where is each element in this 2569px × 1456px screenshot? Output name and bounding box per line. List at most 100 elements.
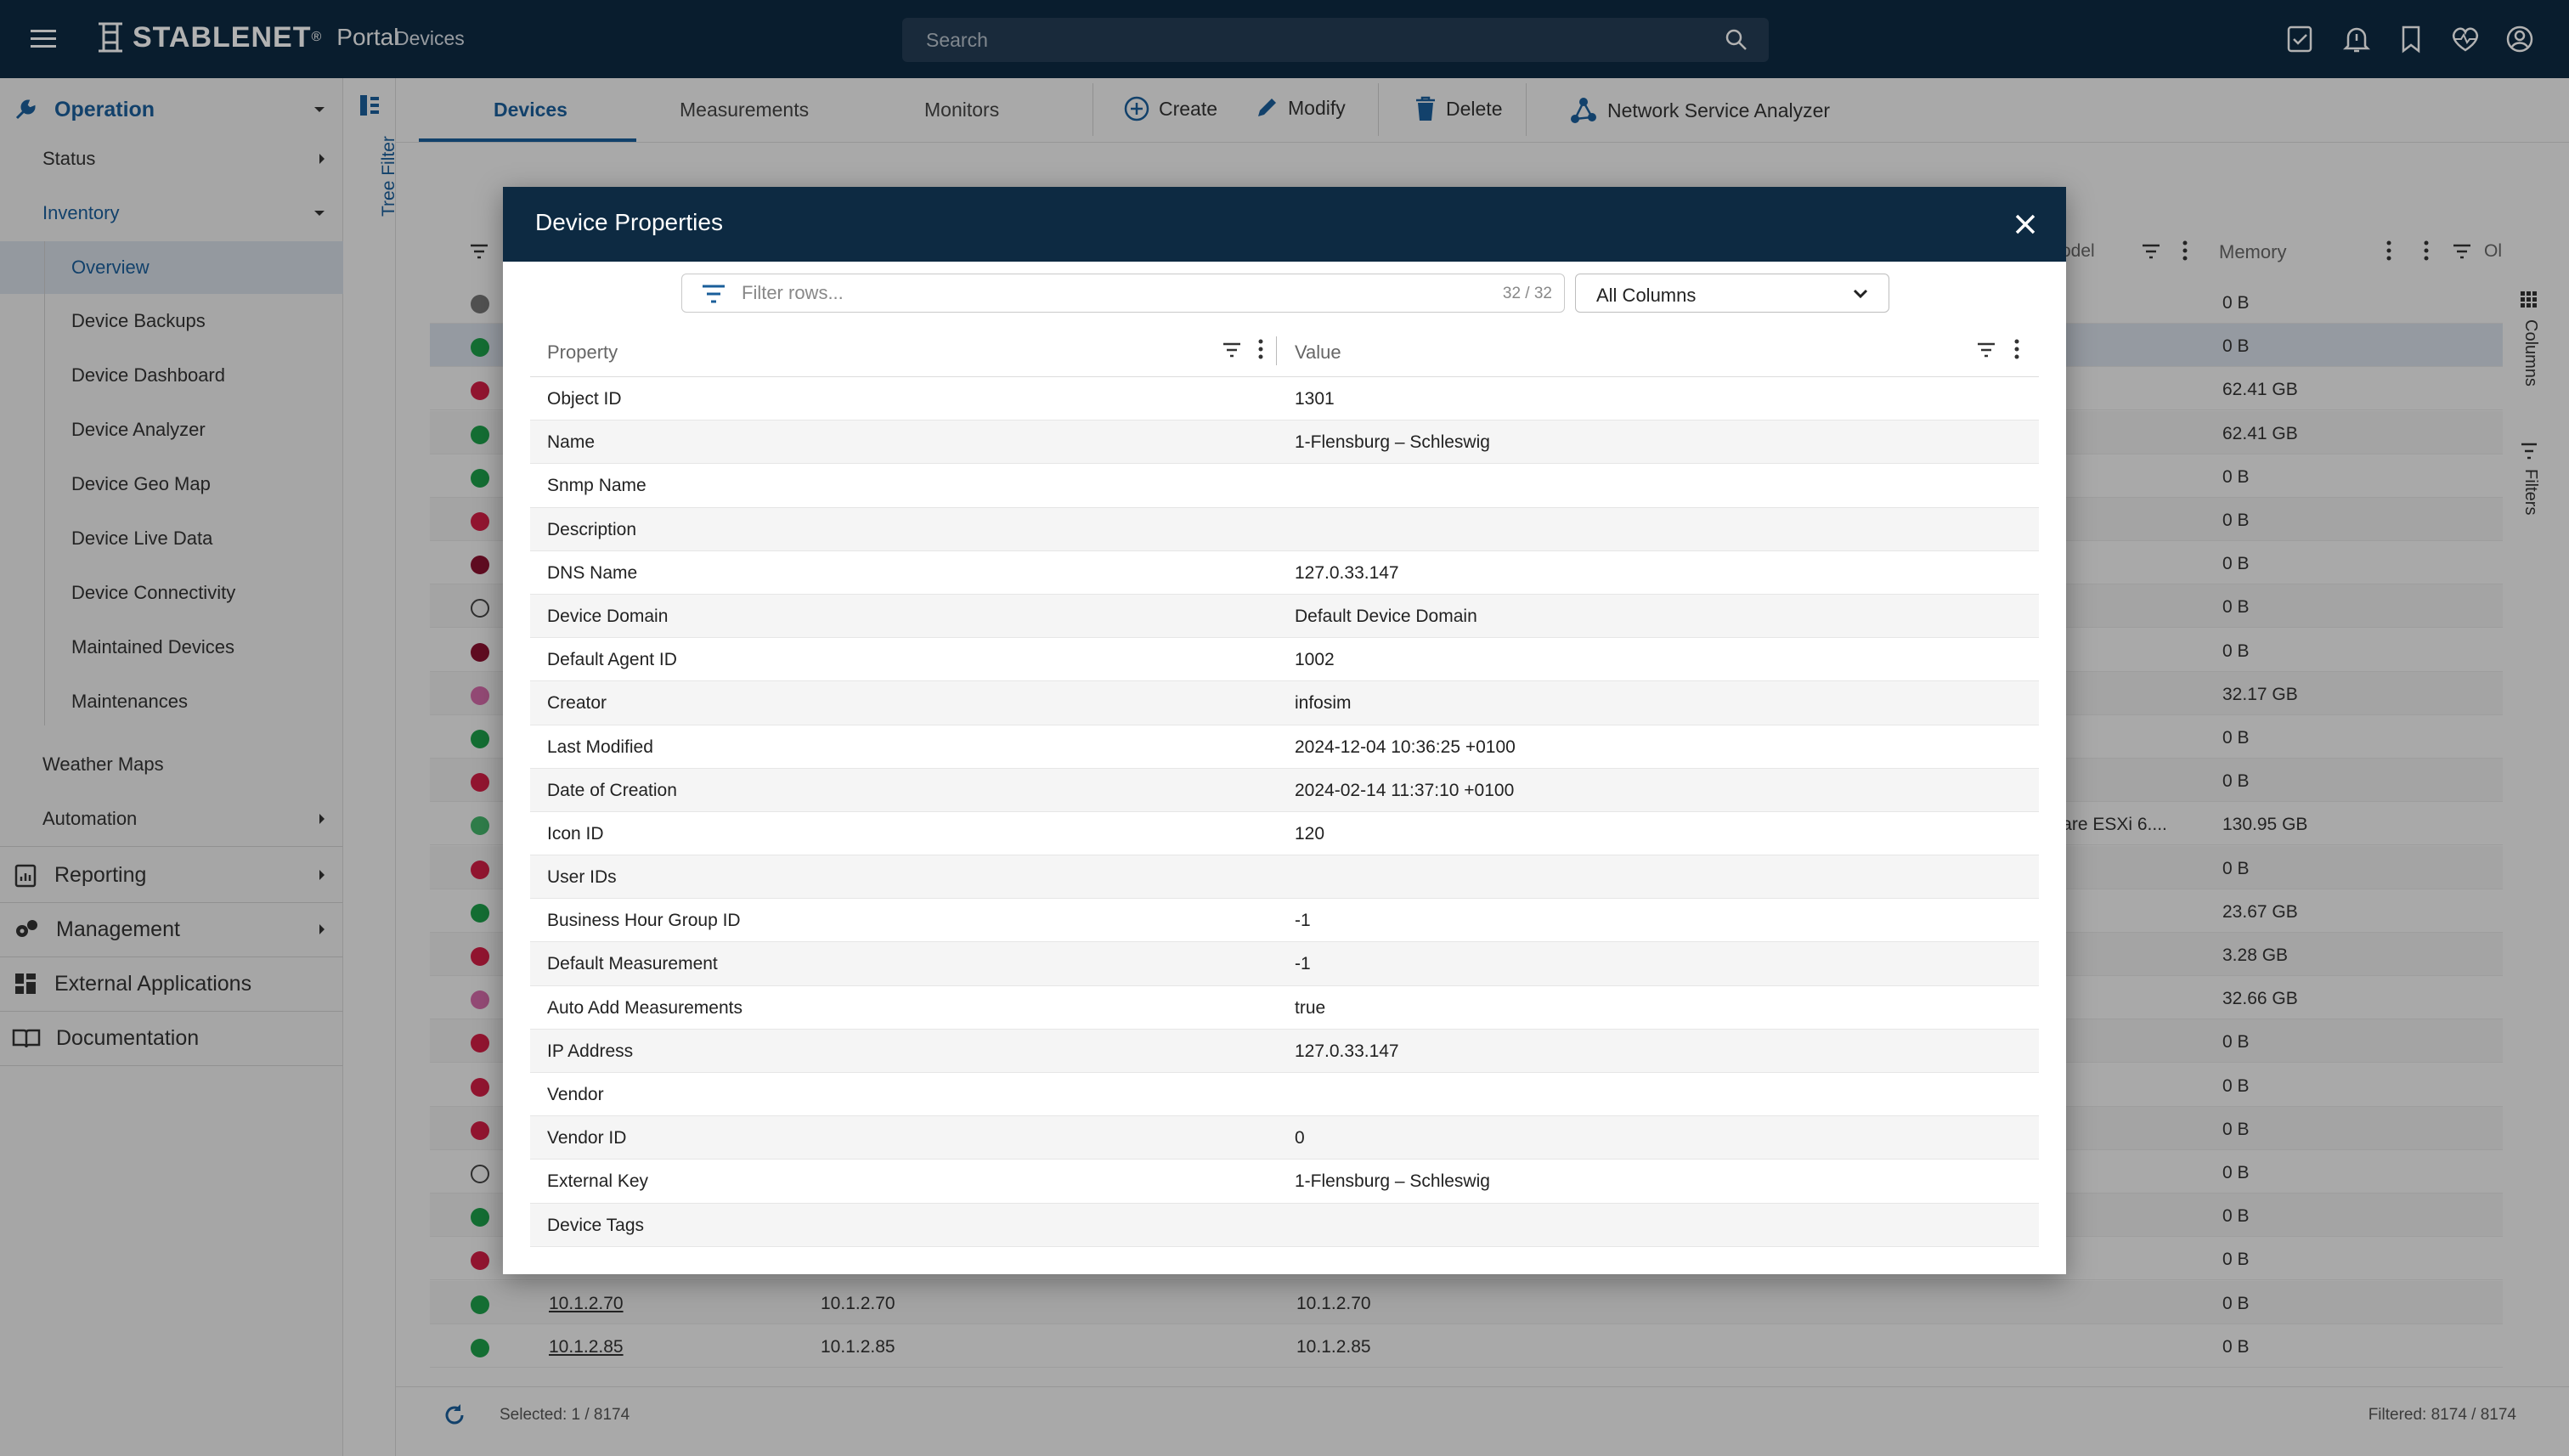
property-row[interactable]: Device Tags [530,1203,2039,1247]
property-row[interactable]: Icon ID 120 [530,812,2039,856]
status-indicator-icon [471,1251,489,1271]
tab-measurements[interactable]: Measurements [680,99,810,121]
property-row[interactable]: Auto Add Measurements true [530,986,2039,1030]
sidebar-item-device-connectivity[interactable]: Device Connectivity [0,569,343,617]
property-value: true [1295,997,1326,1018]
sidebar-item-device-live-data[interactable]: Device Live Data [0,515,343,562]
refresh-icon[interactable] [442,1402,467,1428]
property-row[interactable]: IP Address 127.0.33.147 [530,1029,2039,1073]
column-select-dropdown[interactable]: All Columns [1575,274,1889,313]
tree-filter-bar[interactable] [343,78,396,1456]
column-header-model[interactable]: odel [2061,241,2095,261]
modify-button[interactable]: Modify [1254,95,1346,121]
table-row[interactable]: 0 B [430,1237,2503,1281]
column-header-memory[interactable]: Memory [2219,241,2287,262]
column-menu-icon[interactable] [2013,338,2020,360]
network-service-analyzer-button[interactable]: Network Service Analyzer [1568,95,1830,126]
property-row[interactable]: Last Modified 2024-12-04 10:36:25 +0100 [530,725,2039,769]
tab-monitors[interactable]: Monitors [924,99,1000,121]
health-heart-icon[interactable] [2448,22,2482,56]
filter-icon[interactable] [2452,243,2472,260]
property-row[interactable]: Vendor ID 0 [530,1116,2039,1160]
user-account-icon[interactable] [2503,22,2537,56]
main-toolbar: Devices Measurements Monitors Create Mod… [396,78,2569,143]
sidebar-item-operation[interactable]: Operation [0,88,343,131]
column-menu-icon[interactable] [2423,240,2430,262]
close-icon[interactable] [2010,209,2041,240]
property-value: Default Device Domain [1295,606,1477,626]
grid-footer: Selected: 1 / 8174 Filtered: 8174 / 8174 [396,1386,2569,1456]
tab-devices[interactable]: Devices [494,99,567,121]
property-row[interactable]: Business Hour Group ID -1 [530,899,2039,943]
column-menu-icon[interactable] [2182,240,2188,262]
column-menu-icon[interactable] [2386,240,2392,262]
sidebar-item-weather-maps[interactable]: Weather Maps [0,741,343,788]
property-value: -1 [1295,911,1311,931]
sidebar-item-inventory[interactable]: Inventory [0,192,343,234]
cell-memory: 0 B [2222,554,2250,574]
property-row[interactable]: User IDs [530,855,2039,900]
sidebar-item-overview[interactable]: Overview [0,241,343,294]
sidebar-item-maintained-devices[interactable]: Maintained Devices [0,624,343,671]
status-indicator-icon [471,1077,489,1097]
column-header-property[interactable]: Property [547,341,618,363]
column-menu-icon[interactable] [1257,338,1264,360]
property-row[interactable]: Object ID 1301 [530,377,2039,421]
column-header-other[interactable]: Ol [2484,241,2502,261]
tree-filter-icon[interactable] [359,93,381,117]
property-row[interactable]: Device Domain Default Device Domain [530,594,2039,639]
cell-name: 10.1.2.85 [549,1336,624,1357]
sidebar-item-maintenances[interactable]: Maintenances [0,678,343,725]
property-row[interactable]: Vendor [530,1073,2039,1117]
column-header-value[interactable]: Value [1295,341,1341,363]
cell-memory: 3.28 GB [2222,945,2289,965]
filter-icon[interactable] [469,243,489,260]
table-row[interactable]: 10.1.2.70 10.1.2.70 10.1.2.70 0 B [430,1280,2503,1324]
alarm-bell-icon[interactable] [2340,22,2374,56]
property-row[interactable]: Creator infosim [530,681,2039,725]
sidebar-item-documentation[interactable]: Documentation [0,1013,343,1064]
filter-icon[interactable] [2141,243,2161,260]
divider [0,846,343,847]
sidebar-item-reporting[interactable]: Reporting [0,849,343,900]
sidebar-item-automation[interactable]: Automation [0,795,343,843]
sidebar-item-device-dashboard[interactable]: Device Dashboard [0,352,343,399]
create-button[interactable]: Create [1123,95,1217,122]
property-row[interactable]: Default Agent ID 1002 [530,638,2039,682]
sidebar-item-status[interactable]: Status [0,138,343,180]
chevron-down-icon [314,107,325,112]
status-indicator-icon [471,1338,489,1357]
sidebar-item-device-geo-map[interactable]: Device Geo Map [0,460,343,508]
status-indicator-icon [471,642,489,662]
sidebar-item-device-analyzer[interactable]: Device Analyzer [0,406,343,454]
property-row[interactable]: Date of Creation 2024-02-14 11:37:10 +010… [530,768,2039,812]
sidebar-item-device-backups[interactable]: Device Backups [0,297,343,345]
dialog-title: Device Properties [535,209,723,235]
filter-icon[interactable] [1222,341,1242,358]
property-row[interactable]: Snmp Name [530,464,2039,508]
filter-icon[interactable] [1976,341,1996,358]
cell-dns: 10.1.2.70 [821,1293,895,1313]
bookmark-icon[interactable] [2394,22,2428,56]
sidebar-item-management[interactable]: Management [0,904,343,955]
divider [0,902,343,903]
sidebar-item-external-applications[interactable]: External Applications [0,958,343,1009]
filter-rows-input[interactable] [742,274,1421,312]
column-resize-handle[interactable] [1276,336,1277,365]
filters-panel-icon[interactable] [2520,442,2538,460]
device-properties-dialog: Device Properties 32 / 32 All Columns Pr… [503,187,2066,1274]
search-icon[interactable] [1725,28,1748,52]
status-indicator-icon [471,1295,489,1314]
property-row[interactable]: Description [530,507,2039,551]
delete-button[interactable]: Delete [1414,95,1502,122]
table-row[interactable]: 10.1.2.85 10.1.2.85 10.1.2.85 0 B [430,1324,2503,1368]
hamburger-menu-icon[interactable] [25,24,63,54]
search-input[interactable] [902,18,1769,62]
columns-grid-icon[interactable] [2520,291,2538,309]
task-icon[interactable] [2284,22,2318,56]
property-row[interactable]: DNS Name 127.0.33.147 [530,551,2039,595]
stablenet-logo[interactable]: STABLENET ® Portal [95,20,398,54]
property-row[interactable]: Default Measurement -1 [530,942,2039,986]
property-row[interactable]: External Key 1-Flensburg – Schleswig [530,1160,2039,1204]
property-row[interactable]: Name 1-Flensburg – Schleswig [530,420,2039,465]
